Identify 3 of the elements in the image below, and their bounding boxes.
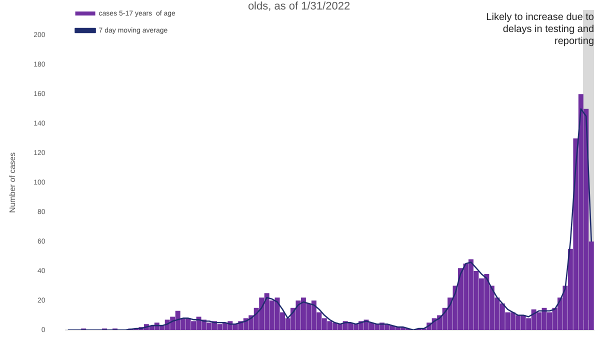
annotation: Likely to increase due to delays in testing and reporting (486, 12, 594, 47)
chart-title: olds, as of 1/31/2022 (248, 0, 350, 13)
y-axis-title: Number of cases (8, 152, 18, 213)
